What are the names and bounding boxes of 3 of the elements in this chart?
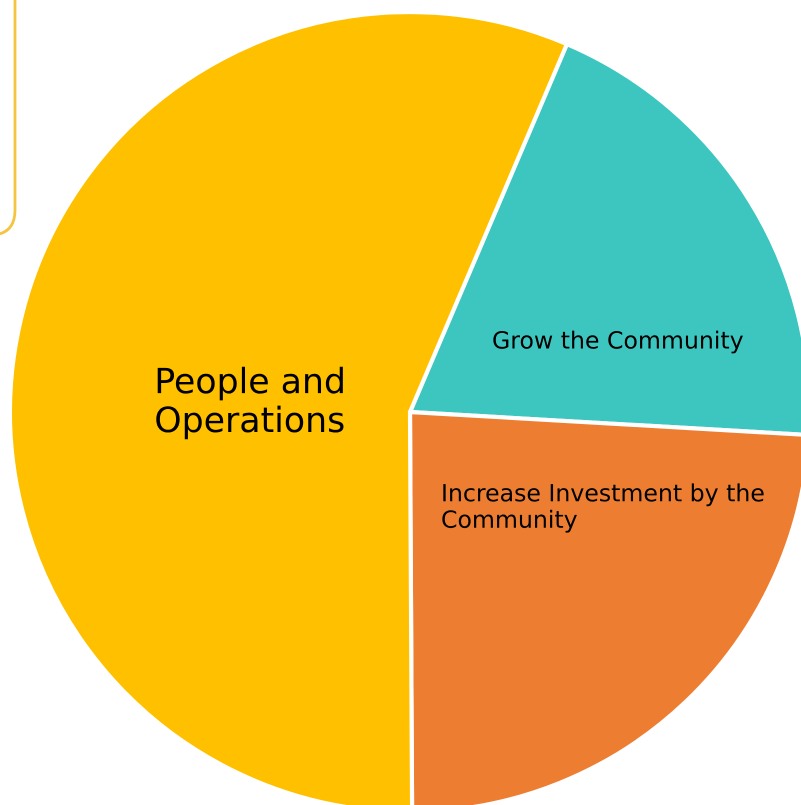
slice-label: Increase Investment by the Community [442, 483, 764, 533]
slice-label: People and Operations [156, 366, 344, 440]
slice-label: Grow the Community [493, 330, 743, 354]
